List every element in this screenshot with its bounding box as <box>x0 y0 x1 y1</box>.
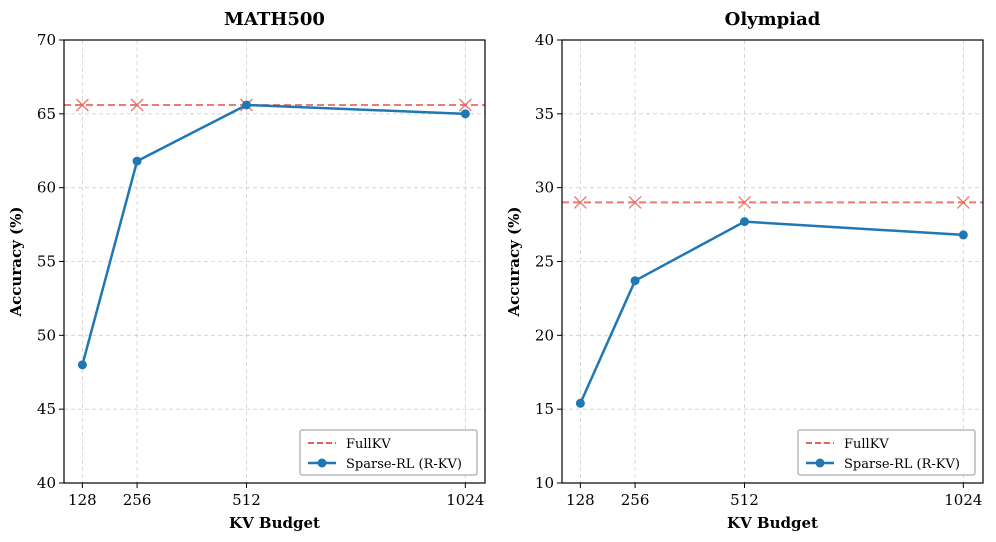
fullkv-marker <box>628 195 642 209</box>
legend: FullKV Sparse-RL (R-KV) <box>299 429 478 476</box>
x-tick-label: 256 <box>123 491 152 509</box>
fullkv-marker <box>738 195 751 209</box>
y-tick-label: 20 <box>535 326 554 344</box>
olympiad-panel: Olympiad KV Budget Accuracy (%) 10 15 20 25… <box>505 9 984 532</box>
x-tick-label: 1024 <box>446 491 484 509</box>
y-tick-label: 25 <box>535 253 554 271</box>
plot-frame <box>561 39 984 484</box>
sparse-rl-point <box>630 276 640 286</box>
y-tick-label: 40 <box>37 474 56 492</box>
fullkv-marker <box>458 98 472 112</box>
fullkv-marker <box>75 98 89 112</box>
legend: FullKV Sparse-RL (R-KV) <box>797 429 976 476</box>
legend-sparse-marker <box>815 458 825 468</box>
x-tick-label: 128 <box>68 491 97 509</box>
x-axis-label: KV Budget <box>229 514 320 532</box>
y-axis-label: Accuracy (%) <box>505 207 523 318</box>
y-tick-label: 10 <box>535 474 554 492</box>
sparse-rl-line <box>579 220 964 404</box>
x-tick-label: 1024 <box>944 491 982 509</box>
legend-box <box>797 429 976 476</box>
chart-title: Olympiad <box>725 9 821 30</box>
legend-fullkv-label: FullKV <box>346 437 391 452</box>
fullkv-marker <box>130 98 144 112</box>
legend-fullkv-label: FullKV <box>844 437 889 452</box>
grid <box>562 39 983 484</box>
sparse-rl-point <box>77 360 87 370</box>
sparse-rl-point <box>242 100 252 110</box>
sparse-rl-point <box>460 109 470 119</box>
sparse-rl-point <box>575 398 585 408</box>
math500-panel: MATH500 KV Budget Accuracy (%) 40 45 50 55 6… <box>7 9 486 532</box>
y-axis-label: Accuracy (%) <box>7 207 25 318</box>
y-tick-label: 45 <box>37 400 56 418</box>
y-tick-label: 70 <box>37 31 56 49</box>
sparse-rl-point <box>132 156 142 166</box>
legend-box <box>299 429 478 476</box>
sparse-rl-point <box>958 230 968 240</box>
y-tick-label: 35 <box>535 105 554 123</box>
legend-sparse-label: Sparse-RL (R-KV) <box>844 457 960 472</box>
x-tick-label: 256 <box>621 491 650 509</box>
y-tick-label: 60 <box>37 179 56 197</box>
y-tick-label: 40 <box>535 31 554 49</box>
y-tick-label: 50 <box>37 326 56 344</box>
y-tick-label: 55 <box>37 253 56 271</box>
sparse-rl-line <box>81 103 466 366</box>
chart-title: MATH500 <box>224 9 325 30</box>
sparse-rl-point <box>740 217 750 227</box>
y-tick-label: 30 <box>535 179 554 197</box>
x-tick-label: 512 <box>730 491 759 509</box>
fullkv-marker <box>573 195 587 209</box>
legend-sparse-marker <box>317 458 327 468</box>
x-axis-label: KV Budget <box>727 514 818 532</box>
y-tick-label: 65 <box>37 105 56 123</box>
fullkv-marker <box>956 195 970 209</box>
y-tick-label: 15 <box>535 400 554 418</box>
x-tick-label: 512 <box>232 491 261 509</box>
plot-frame <box>63 39 486 484</box>
legend-sparse-label: Sparse-RL (R-KV) <box>346 457 462 472</box>
x-tick-label: 128 <box>566 491 595 509</box>
